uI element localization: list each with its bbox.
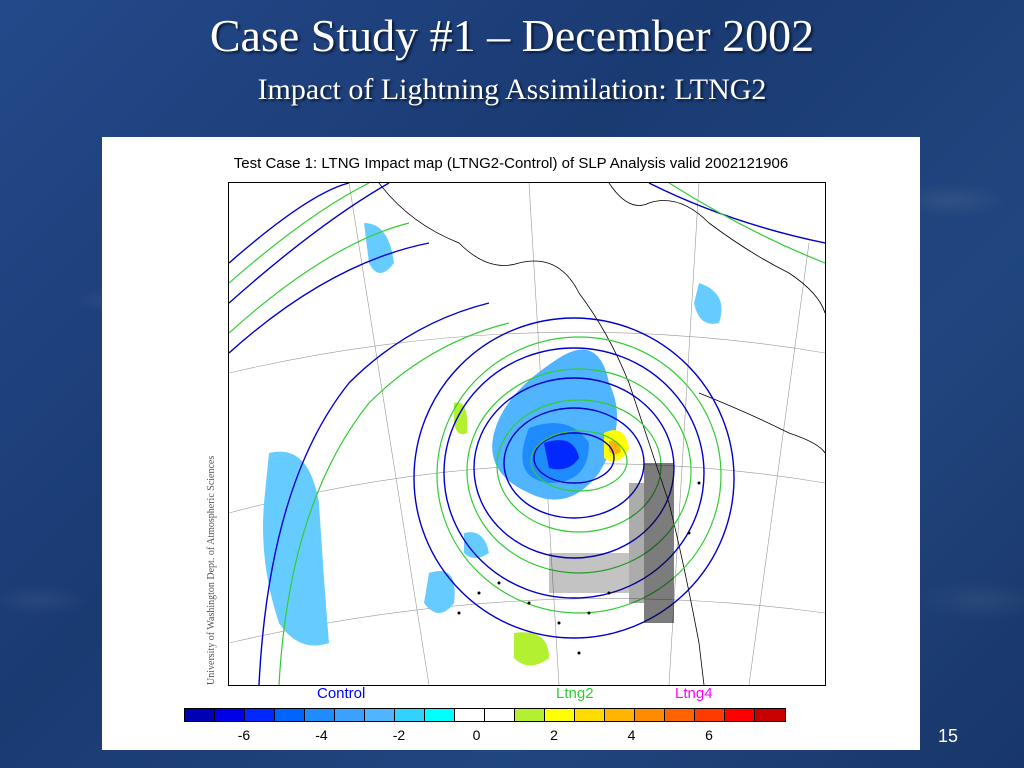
figure-panel: Test Case 1: LTNG Impact map (LTNG2-Cont… [102,137,920,750]
colorbar-cell [425,709,455,721]
colorbar-tick-label: -4 [315,727,328,743]
map-canvas [229,183,825,685]
colorbar-cell [515,709,545,721]
page-number: 15 [938,726,959,746]
colorbar-cell [665,709,695,721]
colorbar-cell [365,709,395,721]
colorbar-tick-label: -6 [237,727,251,743]
colorbar-cell [275,709,305,721]
colorbar-cell [185,709,215,721]
colorbar-tick-label: 0 [472,727,481,743]
colorbar-cell [605,709,635,721]
colorbar-tick-label: -2 [392,727,406,743]
colorbar [184,708,786,722]
credit-text: University of Washington Dept. of Atmosp… [206,455,217,685]
figure-title: Test Case 1: LTNG Impact map (LTNG2-Cont… [233,155,789,172]
colorbar-cell [755,709,785,721]
positive-impact-shading [454,402,629,666]
colorbar-cell [215,709,245,721]
legend-ltng2: Ltng2 [556,685,594,702]
slide-subtitle: Impact of Lightning Assimilation: LTNG2 [257,73,767,106]
colorbar-cell [545,709,575,721]
colorbar-cell [695,709,725,721]
ltng2-contours [229,183,825,685]
colorbar-cell [455,709,485,721]
legend-control: Control [317,685,366,702]
colorbar-tick-label: 2 [550,727,558,743]
colorbar-tick-label: 6 [705,727,713,743]
colorbar-cell [245,709,275,721]
control-contours [229,183,825,685]
colorbar-tick-label: 4 [627,727,636,743]
colorbar-cell [635,709,665,721]
legend-ltng4: Ltng4 [675,685,713,702]
slp-impact-map [228,182,826,686]
colorbar-cell [485,709,515,721]
colorbar-cell [725,709,755,721]
colorbar-cell [335,709,365,721]
lightning-strikes [457,463,701,655]
colorbar-cell [575,709,605,721]
colorbar-cell [305,709,335,721]
slide-title: Case Study #1 – December 2002 [209,10,815,61]
colorbar-cell [395,709,425,721]
